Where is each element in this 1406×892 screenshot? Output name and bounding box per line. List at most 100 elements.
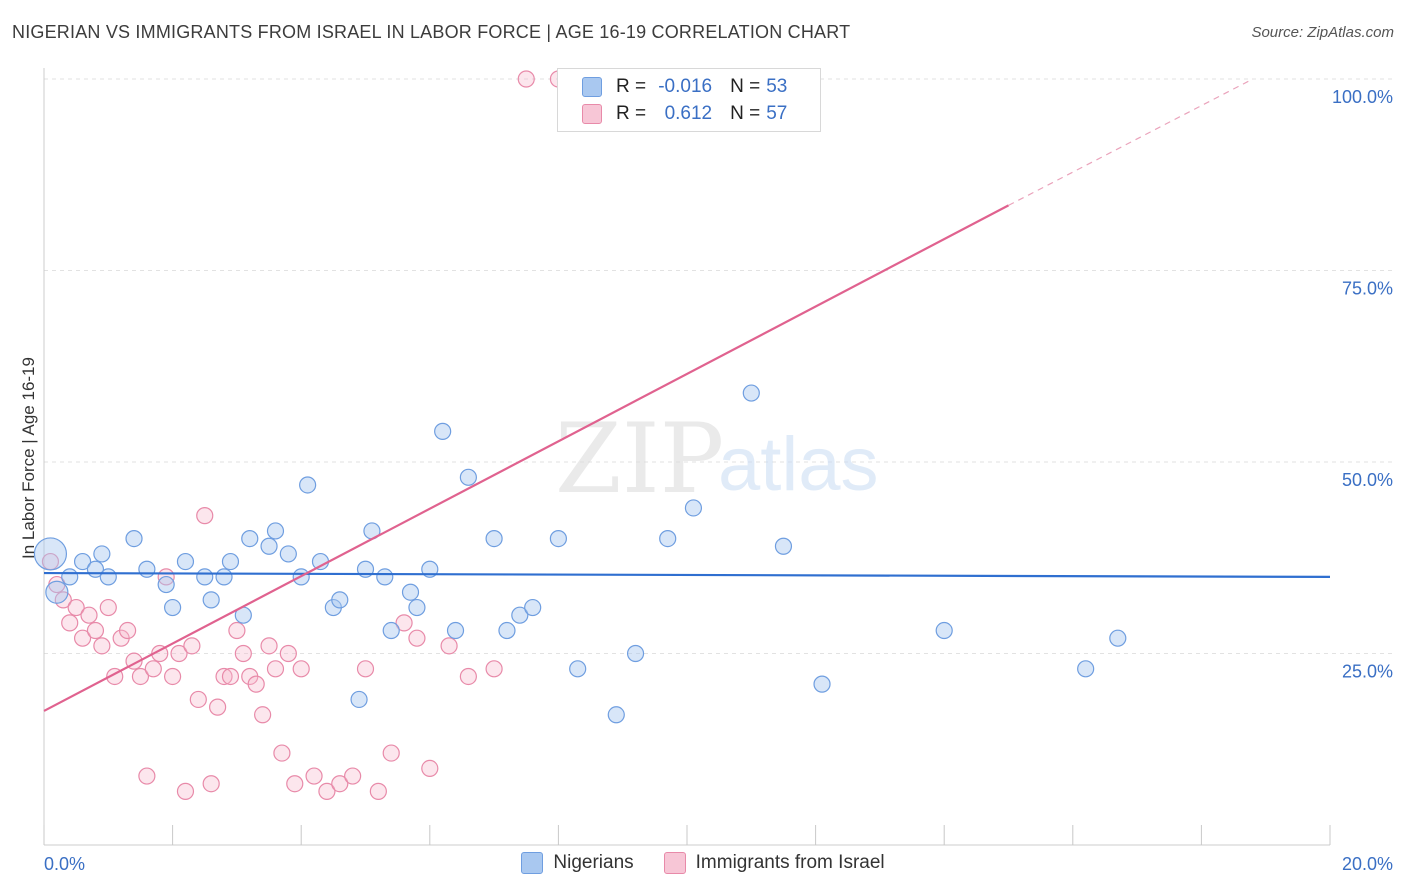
grid-lines [44,78,1392,654]
data-point-nigerian [266,522,285,540]
data-point-nigerian [569,660,587,678]
watermark: ZIP atlas [555,403,879,515]
y-tick-label: 25.0% [1342,662,1393,682]
data-point-nigerian [196,568,214,586]
x-tick-label: 20.0% [1342,854,1393,874]
legend-r-label: R = [616,76,647,97]
data-point-nigerian [774,537,793,555]
data-point-nigerian [33,537,68,571]
data-point-israel [215,667,233,686]
data-point-nigerian [45,580,69,604]
data-point-israel [144,660,162,678]
data-point-nigerian [498,621,516,640]
data-point-israel [254,706,272,724]
legend-n-value: 53 [766,76,788,97]
data-point-nigerian [221,552,240,571]
data-point-israel [73,629,92,647]
trendline-israel-extension [1008,78,1254,206]
legend-r-label: R = [616,103,647,124]
data-point-israel [517,70,535,88]
data-point-nigerian [138,560,156,578]
data-point-israel [286,775,304,793]
y-axis-label: In Labor Force | Age 16-19 [19,357,38,559]
data-point-nigerian [401,583,420,601]
legend-row-israel: R = 0.612 N = 57 [582,101,787,127]
data-point-nigerian [485,529,503,548]
data-point-nigerian [93,545,111,563]
data-point-nigerian [279,545,297,563]
data-point-nigerian [408,598,426,617]
legend-n-label: N = [730,103,761,124]
trendlines [43,78,1331,712]
legend-n-label: N = [730,76,761,97]
legend-swatch-nigerians [521,852,544,874]
legend-row-nigerians: R = -0.016 N = 53 [582,74,787,100]
trendline-israel [43,204,1010,712]
legend-label-nigerians: Nigerians [553,852,634,873]
data-point-nigerian [626,644,645,663]
data-point-nigerian [524,598,542,617]
legend-label-israel: Immigrants from Israel [695,852,885,873]
data-point-israel [305,767,323,785]
data-point-israel [421,759,439,778]
data-point-israel [344,767,362,785]
data-point-israel [118,621,137,640]
data-point-israel [67,598,85,617]
data-point-israel [485,660,503,678]
data-point-nigerian [202,591,220,609]
data-point-israel [138,767,156,785]
y-tick-label: 50.0% [1342,470,1393,490]
data-point-nigerian [260,537,278,555]
data-point-nigerian [935,621,953,640]
data-point-israel [331,775,349,793]
data-point-nigerian [659,529,677,548]
data-point-nigerian [350,690,368,709]
data-point-nigerian [61,568,79,586]
data-point-nigerian [164,598,182,617]
tick-labels: 25.0% 50.0% 75.0% 100.0% 0.0% 20.0% [44,87,1393,874]
data-point-nigerian [459,468,477,486]
data-point-nigerian [607,706,625,724]
data-point-israel [279,644,297,663]
data-point-israel [189,690,207,709]
data-point-nigerian [176,552,195,571]
data-point-israel [176,782,195,800]
data-point-israel [260,637,278,655]
x-tick-label: 0.0% [44,854,85,874]
data-point-israel [131,667,150,686]
data-point-nigerian [446,621,465,640]
data-point-nigerian [73,552,92,571]
data-point-israel [247,675,265,693]
data-point-nigerian [1109,629,1127,647]
y-tick-label: 75.0% [1342,279,1393,299]
watermark-atlas: atlas [718,422,879,507]
legend-swatch-israel [663,852,686,874]
data-point-nigerian [549,529,568,548]
data-point-israel [234,644,252,663]
data-point-israel [318,782,336,800]
data-point-israel [93,637,111,655]
data-point-israel [382,744,400,762]
data-point-nigerian [331,591,349,609]
data-point-nigerian [511,606,529,624]
watermark-zip: ZIP [555,403,724,515]
data-point-nigerian [241,529,259,548]
stats-legend: R = -0.016 N = 53 R = 0.612 N = 57 [557,68,821,132]
data-point-nigerian [99,568,117,586]
data-point-israel [61,614,79,632]
data-point-israel [266,660,285,678]
data-point-israel [196,507,214,525]
data-point-israel [459,667,477,686]
data-point-nigerian [299,476,317,494]
data-point-israel [395,614,413,632]
legend-item-nigerians: Nigerians [521,852,634,874]
legend-r-value: 0.612 [664,103,713,124]
data-point-israel [408,629,426,647]
data-point-nigerian [157,575,175,594]
legend-item-israel: Immigrants from Israel [663,852,885,874]
data-point-israel [356,660,375,678]
data-point-israel [292,660,310,678]
data-point-nigerian [684,499,703,517]
data-point-israel [369,782,387,800]
